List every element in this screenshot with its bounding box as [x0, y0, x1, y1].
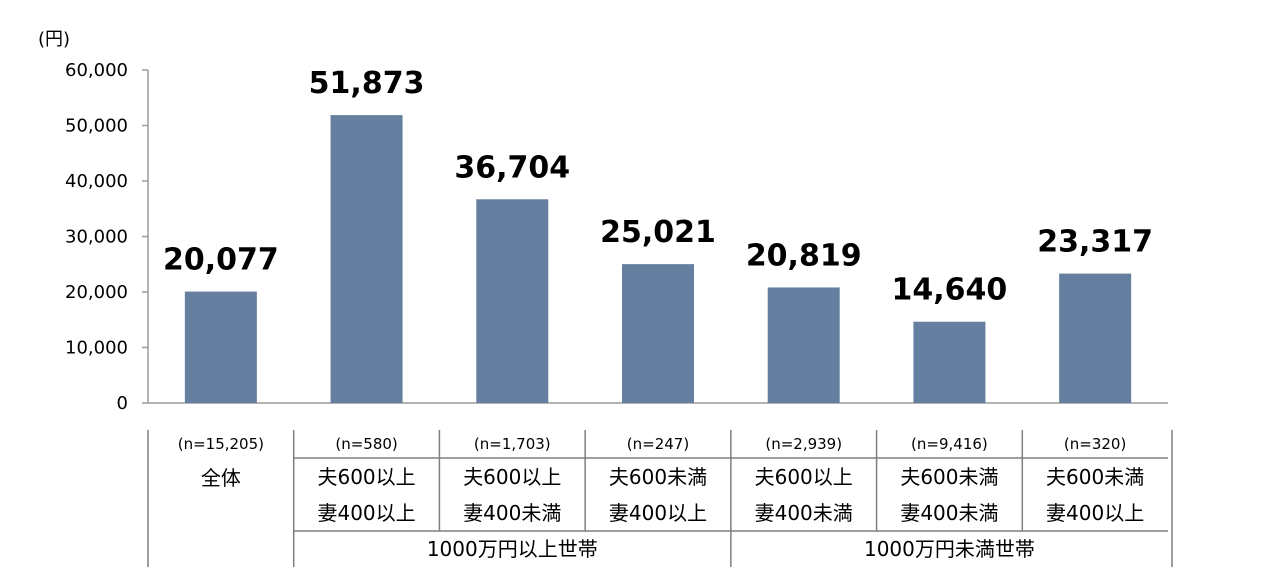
data-label: 25,021: [600, 215, 716, 250]
category-label: 夫600以上: [317, 465, 415, 489]
y-tick-label: 20,000: [65, 282, 128, 303]
category-n-count: (n=9,416): [911, 435, 988, 453]
category-label: 妻400以上: [609, 501, 707, 525]
bar: [476, 199, 549, 403]
group-label: 1000万円未満世帯: [864, 537, 1035, 561]
bar: [184, 291, 257, 403]
y-tick-label: 10,000: [65, 338, 128, 359]
data-label: 23,317: [1037, 225, 1153, 260]
bar: [767, 287, 840, 403]
data-label: 14,640: [892, 273, 1008, 308]
data-label: 51,873: [309, 66, 425, 101]
category-label: 妻400未満: [900, 501, 998, 525]
category-label: 妻400以上: [1046, 501, 1144, 525]
category-label: 妻400未満: [463, 501, 561, 525]
y-tick-label: 60,000: [65, 60, 128, 81]
category-n-count: (n=580): [335, 435, 397, 453]
category-label: 妻400未満: [755, 501, 853, 525]
category-label: 夫600未満: [1046, 465, 1144, 489]
y-tick-label: 30,000: [65, 227, 128, 248]
bar: [1059, 273, 1132, 403]
group-label: 1000万円以上世帯: [427, 537, 598, 561]
category-label: 全体: [201, 466, 241, 490]
category-n-count: (n=15,205): [178, 435, 264, 453]
category-label: 夫600以上: [463, 465, 561, 489]
data-label: 20,819: [746, 238, 862, 273]
data-label: 36,704: [454, 150, 570, 185]
category-n-count: (n=247): [627, 435, 689, 453]
y-tick-label: 50,000: [65, 116, 128, 137]
category-n-count: (n=1,703): [474, 435, 551, 453]
category-label: 妻400以上: [317, 501, 415, 525]
bar: [622, 264, 694, 403]
bar: [913, 321, 986, 403]
y-unit-label: (円): [38, 29, 70, 50]
data-label: 20,077: [163, 243, 279, 278]
category-label: 夫600未満: [609, 465, 707, 489]
bar: [330, 115, 403, 403]
category-label: 夫600以上: [755, 465, 853, 489]
y-tick-label: 40,000: [65, 171, 128, 192]
category-label: 夫600未満: [900, 465, 998, 489]
category-n-count: (n=2,939): [765, 435, 842, 453]
y-tick-label: 0: [117, 393, 128, 414]
category-n-count: (n=320): [1064, 435, 1126, 453]
